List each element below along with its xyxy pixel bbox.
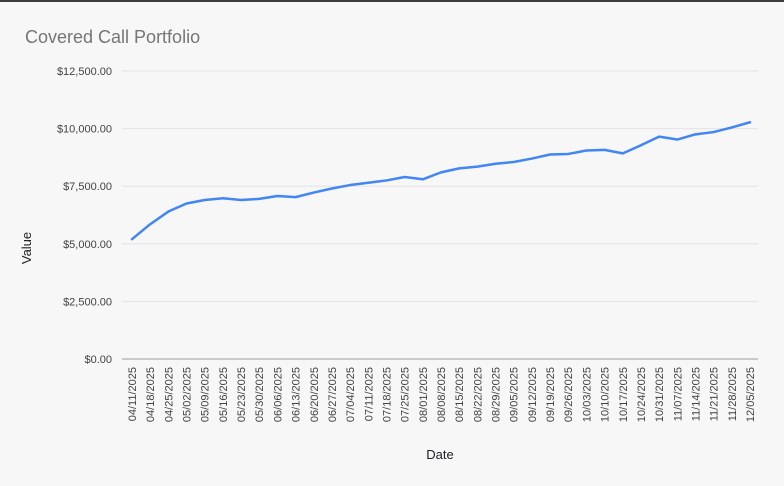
svg-text:10/31/2025: 10/31/2025 [654,367,666,422]
chart-title: Covered Call Portfolio [25,27,201,47]
svg-text:07/11/2025: 07/11/2025 [363,367,375,421]
svg-text:$5,000.00: $5,000.00 [63,239,112,251]
svg-text:08/22/2025: 08/22/2025 [472,367,484,422]
x-axis-tick-labels: 04/11/2025 04/18/2025 04/25/2025 05/02/2025… [127,367,757,422]
svg-text:11/21/2025: 11/21/2025 [709,367,721,421]
svg-text:05/02/2025: 05/02/2025 [182,367,194,422]
svg-text:05/23/2025: 05/23/2025 [236,367,248,422]
svg-text:05/16/2025: 05/16/2025 [218,367,230,422]
svg-text:06/13/2025: 06/13/2025 [291,367,303,422]
svg-text:05/30/2025: 05/30/2025 [254,367,266,422]
svg-text:10/24/2025: 10/24/2025 [636,367,648,422]
svg-text:08/01/2025: 08/01/2025 [418,367,430,422]
svg-text:09/26/2025: 09/26/2025 [563,367,575,422]
svg-text:$10,000.00: $10,000.00 [57,124,112,136]
svg-text:08/08/2025: 08/08/2025 [436,367,448,422]
svg-text:09/19/2025: 09/19/2025 [545,367,557,422]
svg-text:11/28/2025: 11/28/2025 [727,367,739,421]
svg-text:04/11/2025: 04/11/2025 [127,367,139,421]
svg-text:06/27/2025: 06/27/2025 [327,367,339,422]
svg-text:11/14/2025: 11/14/2025 [690,367,702,421]
svg-text:07/04/2025: 07/04/2025 [345,367,357,422]
svg-text:$2,500.00: $2,500.00 [63,296,112,308]
svg-text:$7,500.00: $7,500.00 [63,181,112,193]
svg-text:10/03/2025: 10/03/2025 [581,367,593,422]
gridlines [122,70,758,360]
svg-text:11/07/2025: 11/07/2025 [672,367,684,421]
svg-text:08/29/2025: 08/29/2025 [491,367,503,422]
window-top-edge [0,0,784,2]
svg-text:07/18/2025: 07/18/2025 [381,367,393,422]
svg-text:05/09/2025: 05/09/2025 [200,367,212,422]
svg-text:09/05/2025: 09/05/2025 [509,367,521,422]
svg-text:04/25/2025: 04/25/2025 [163,367,175,422]
svg-text:06/20/2025: 06/20/2025 [309,367,321,422]
y-axis-tick-labels: $0.00 $2,500.00 $5,000.00 $7,500.00 $10,000.… [57,66,112,366]
svg-text:10/10/2025: 10/10/2025 [600,367,612,422]
svg-text:09/12/2025: 09/12/2025 [527,367,539,422]
svg-text:10/17/2025: 10/17/2025 [618,367,630,422]
series-line [130,121,752,241]
svg-text:$12,500.00: $12,500.00 [57,66,112,78]
svg-text:04/18/2025: 04/18/2025 [145,367,157,422]
svg-text:$0.00: $0.00 [84,354,112,366]
svg-text:06/06/2025: 06/06/2025 [272,367,284,422]
y-axis-title: Value [19,232,34,264]
svg-text:08/15/2025: 08/15/2025 [454,367,466,422]
svg-text:07/25/2025: 07/25/2025 [400,367,412,422]
svg-text:12/05/2025: 12/05/2025 [745,367,757,422]
x-axis-title: Date [426,447,453,462]
